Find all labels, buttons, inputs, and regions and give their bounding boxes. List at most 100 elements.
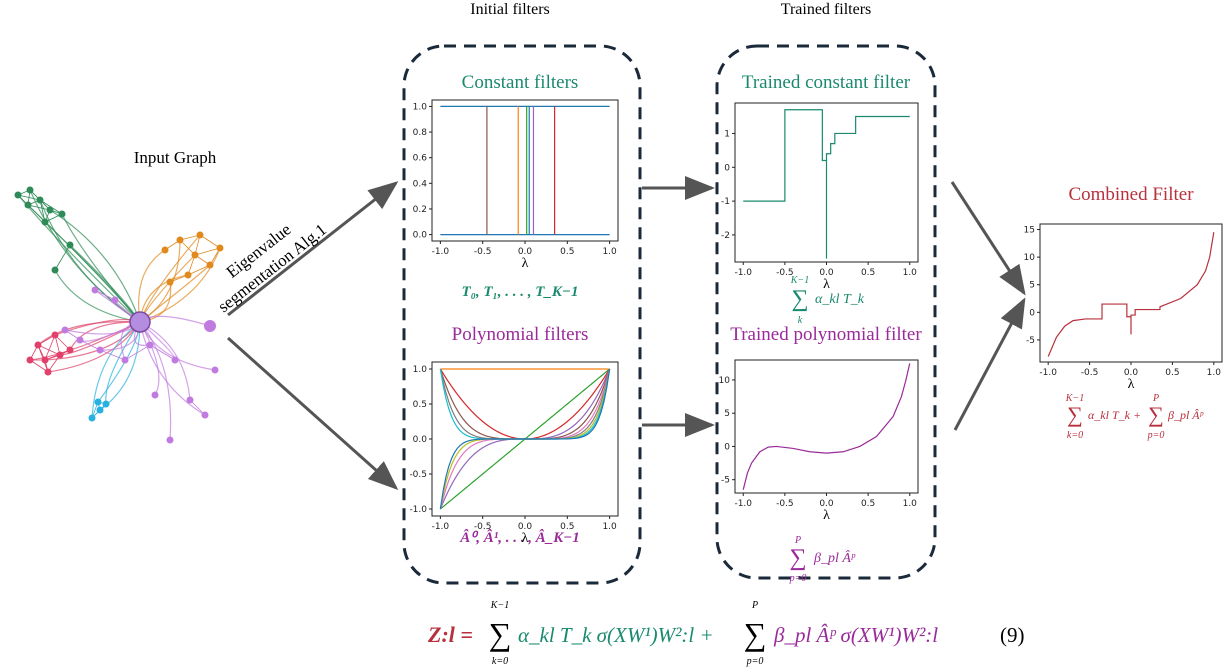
graph-node [184, 271, 192, 279]
formula: T₀, T₁, . . . , T_K−1 [461, 284, 578, 300]
y-tick-label: 0.8 [413, 128, 428, 138]
y-tick-label: 15 [1024, 226, 1035, 236]
graph-node [66, 241, 74, 249]
graph-node [41, 356, 49, 364]
graph-node [61, 326, 69, 334]
graph-edge [91, 321, 141, 419]
graph-node [51, 331, 59, 339]
x-tick-label: 0.0 [1124, 368, 1139, 378]
y-tick-label: 0.6 [413, 154, 428, 164]
graph-node [96, 346, 104, 354]
sum-top: P [751, 600, 758, 611]
graph-node [211, 366, 219, 374]
y-tick-label: -5 [721, 476, 730, 486]
formula: P ∑ p=0 β_pl Âᵖ [789, 535, 856, 584]
x-tick-label: 0.5 [861, 268, 875, 278]
graph-node [76, 336, 84, 344]
header-initial: Initial filters [470, 1, 550, 18]
initial-box [402, 44, 642, 585]
graph-edge [187, 264, 211, 276]
graph-node [171, 356, 179, 364]
graph-node [191, 251, 199, 259]
graph-node [121, 356, 129, 364]
sum-sign: ∑ [744, 616, 767, 652]
equation: Z:l = K−1 ∑ k=0 α_kl T_k σ(XW¹)W²:l + P … [427, 600, 1025, 667]
plot: -1.0 -0.5 0.0 0.5 1.01.00.80.60.40.20.0λ [413, 99, 619, 271]
x-axis-label: λ [1128, 377, 1135, 392]
x-tick-label: 1.0 [903, 499, 918, 509]
graph-edge [189, 399, 206, 416]
x-tick-label: -1.0 [734, 499, 752, 509]
sum-sign: ∑ [1067, 402, 1083, 427]
plot: -1.0 -0.5 0.0 0.5 1.0 15 10 5 0 -5 λ [1024, 223, 1223, 392]
x-tick-label: 0.0 [819, 268, 834, 278]
graph-edge [139, 321, 172, 441]
sum-term: β_pl Âᵖ [1167, 408, 1204, 422]
x-tick-label: 0.0 [518, 247, 533, 257]
y-tick-label: 0 [724, 163, 730, 173]
graph-node [111, 296, 119, 304]
x-tick-label: -0.5 [474, 522, 492, 532]
graph-node [66, 346, 74, 354]
sum-bottom: p=0 [1147, 430, 1165, 441]
graph-node [146, 341, 154, 349]
x-axis-label: λ [823, 508, 830, 523]
sum-bottom: k=0 [492, 656, 508, 667]
graph-edge [139, 254, 196, 323]
x-tick-label: -1.0 [1039, 368, 1057, 378]
panel-title: Trained polynomial filter [730, 324, 922, 345]
sum-bottom: k [798, 315, 803, 326]
y-tick-label: 10 [719, 376, 731, 386]
x-axis-label: λ [522, 256, 529, 271]
graph-edge [27, 204, 46, 223]
graph-node [36, 196, 44, 204]
sum-term: α_kl T_k + [1088, 408, 1141, 422]
curve [439, 368, 611, 510]
x-tick-label: -0.5 [474, 247, 492, 257]
y-tick-label: 0.5 [413, 400, 427, 410]
plot-frame [1039, 223, 1223, 363]
graph-node [56, 351, 64, 359]
graph-edge [179, 239, 196, 256]
graph-node [102, 400, 110, 408]
x-tick-label: -1.0 [734, 268, 752, 278]
y-tick-label: 1.0 [413, 365, 428, 375]
y-tick-label: -5 [1026, 336, 1035, 346]
graph-node [216, 244, 224, 252]
curve [1047, 232, 1215, 357]
graph-edge [194, 247, 221, 256]
sum-sign: ∑ [789, 545, 806, 571]
sum-top: K−1 [790, 275, 809, 286]
y-tick-label: 10 [1024, 253, 1036, 263]
x-tick-label: 0.5 [861, 499, 875, 509]
y-tick-label: 0.4 [413, 179, 428, 189]
sum-top: P [1152, 393, 1159, 404]
x-tick-label: 0.5 [560, 522, 574, 532]
arrow [953, 297, 1026, 431]
graph-edge [139, 264, 211, 323]
graph-node [51, 266, 59, 274]
y-tick-label: 0.0 [413, 231, 428, 241]
sum-sign: ∑ [1148, 402, 1164, 427]
graph-edge [17, 194, 141, 323]
curve [742, 363, 911, 490]
graph-edge [124, 344, 151, 361]
sum-bottom: p=0 [789, 573, 807, 584]
graph-edge [149, 344, 176, 361]
y-tick-label: -1 [721, 197, 730, 207]
y-tick-label: 5 [1029, 281, 1035, 291]
y-tick-label: 1.0 [413, 102, 428, 112]
graph-node [88, 414, 96, 422]
x-tick-label: 0.0 [518, 522, 533, 532]
trained-box [715, 44, 937, 580]
y-tick-label: 0 [1029, 308, 1035, 318]
header-trained: Trained filters [781, 1, 872, 18]
sum-top: P [794, 535, 801, 546]
graph-edge [27, 204, 51, 211]
sum-top: K−1 [1065, 393, 1084, 404]
graph-edge [187, 254, 196, 276]
equation-lhs: Z:l = [427, 622, 473, 647]
y-tick-label: 0.0 [413, 435, 428, 445]
panel-title: Combined Filter [1068, 184, 1194, 205]
